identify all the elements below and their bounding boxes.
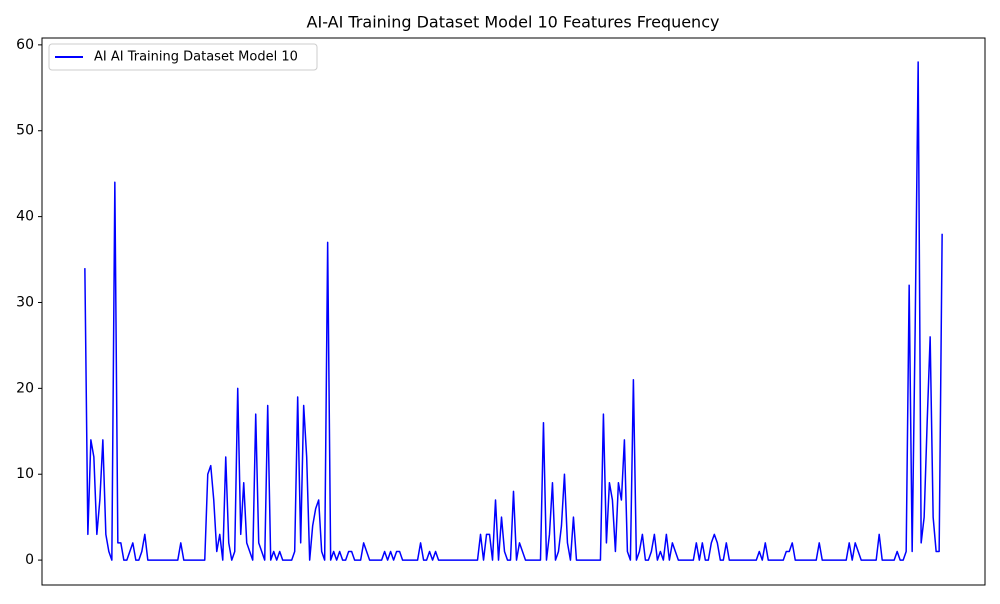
legend-label: AI AI Training Dataset Model 10 [94,50,298,65]
y-tick-label: 10 [16,466,34,482]
plot-frame [41,37,986,586]
y-tick-label: 50 [16,123,34,139]
y-tick-label: 0 [25,552,34,568]
y-tick-label: 20 [16,380,34,396]
legend: AI AI Training Dataset Model 10 [48,43,318,71]
chart-title: AI-AI Training Dataset Model 10 Features… [307,13,720,32]
data-line [84,61,943,561]
legend-box [48,43,318,71]
y-tick-label: 40 [16,209,34,225]
y-tick-label: 60 [16,37,34,53]
y-tick-label: 30 [16,294,34,310]
